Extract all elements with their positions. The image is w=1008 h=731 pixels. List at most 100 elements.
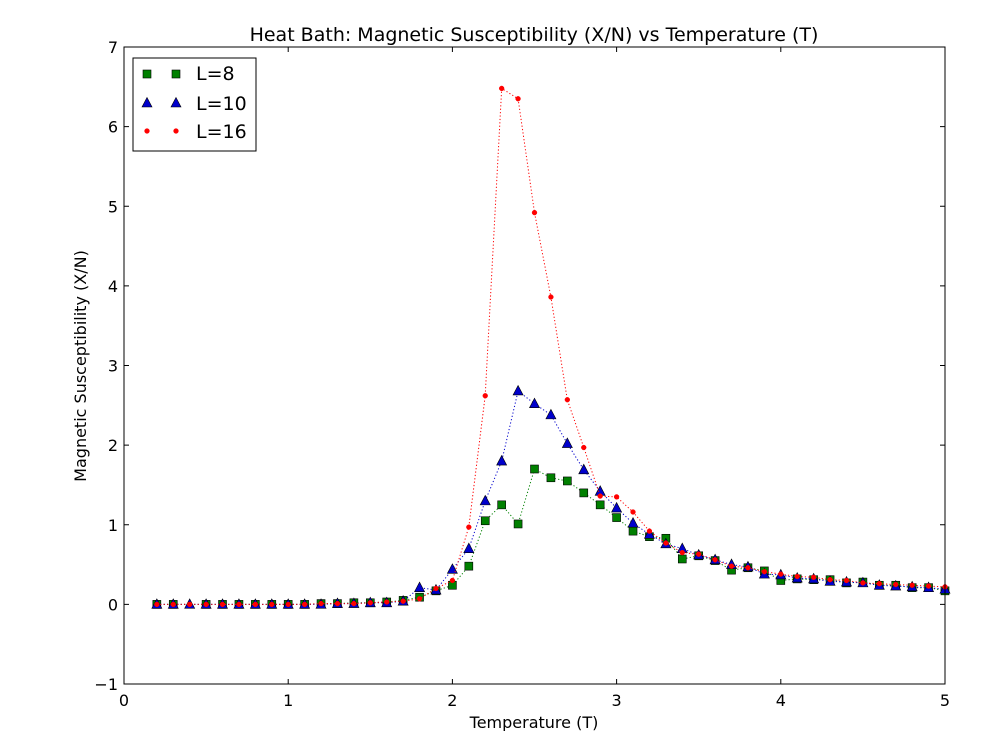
data-point [761, 569, 768, 575]
data-point [512, 384, 524, 396]
data-point [611, 501, 623, 513]
data-point [728, 563, 735, 569]
data-point [496, 454, 508, 466]
data-point [187, 601, 193, 608]
data-point [581, 444, 587, 451]
data-point [236, 601, 242, 608]
data-point [464, 561, 474, 571]
data-point [466, 524, 472, 530]
data-point [612, 513, 621, 522]
legend-label-l8: L=8 [196, 63, 235, 85]
series-line [156, 87, 946, 605]
data-point [778, 571, 784, 577]
y-tick-label: 1 [108, 516, 118, 535]
data-point [627, 517, 639, 528]
data-point [203, 601, 209, 608]
data-point [285, 601, 291, 608]
data-point [546, 473, 556, 483]
series-l8 [152, 464, 950, 609]
data-point [663, 540, 669, 546]
data-point [513, 519, 523, 529]
data-point [318, 600, 324, 607]
data-point [367, 600, 373, 606]
data-point [154, 601, 160, 608]
data-point [384, 599, 390, 605]
data-point [579, 488, 589, 498]
data-point [712, 557, 718, 563]
data-point [463, 542, 475, 553]
x-tick-label: 3 [612, 691, 622, 710]
data-point [219, 601, 226, 608]
data-point [545, 408, 557, 420]
data-point [400, 598, 406, 604]
data-point [578, 463, 590, 475]
legend-marker [142, 69, 152, 79]
data-point [925, 583, 932, 589]
y-tick-label: 2 [108, 436, 118, 455]
x-axis-label: Temperature (T) [469, 713, 599, 731]
y-tick-label: 5 [108, 197, 118, 216]
data-point [597, 493, 603, 499]
data-point [679, 549, 685, 556]
data-point [480, 516, 490, 526]
data-point [563, 476, 572, 486]
data-point [677, 554, 687, 564]
x-tick-label: 0 [119, 691, 129, 710]
data-point [530, 464, 539, 474]
data-point [745, 565, 751, 571]
data-point [843, 577, 850, 584]
x-tick-label: 4 [776, 691, 786, 710]
y-tick-label: 3 [108, 357, 118, 376]
data-point [499, 85, 505, 92]
y-axis-label: Magnetic Susceptibility (X/N) [71, 250, 90, 482]
data-point [482, 393, 488, 399]
data-point [170, 601, 176, 608]
legend: L=8 L=10 L=16 [132, 57, 257, 152]
data-point [696, 551, 702, 557]
data-point [646, 528, 653, 534]
legend-box [132, 57, 257, 152]
series-l10 [151, 384, 951, 609]
data-point [433, 585, 439, 592]
legend-marker [171, 69, 181, 79]
data-point [529, 397, 540, 409]
y-tick-label: 0 [108, 595, 118, 614]
data-point [414, 581, 426, 592]
y-tick-label: 7 [108, 38, 118, 57]
data-point [252, 601, 259, 608]
x-tick-label: 2 [447, 691, 457, 710]
chart-title: Heat Bath: Magnetic Susceptibility (X/N)… [250, 24, 819, 46]
x-tick-label: 1 [283, 691, 293, 710]
data-point [449, 577, 456, 584]
data-point [810, 574, 817, 580]
data-point [351, 600, 357, 607]
legend-marker [170, 96, 182, 108]
data-point [893, 581, 899, 588]
data-point [334, 600, 341, 607]
data-point [613, 494, 620, 500]
data-point [909, 582, 915, 588]
series-line [156, 390, 946, 605]
legend-marker [141, 96, 153, 108]
y-tick-label: 4 [108, 277, 118, 296]
data-point [827, 577, 833, 583]
legend-marker [144, 128, 150, 134]
data-point [595, 500, 605, 510]
data-point [269, 601, 275, 608]
x-tick-label: 5 [940, 691, 950, 710]
data-point [497, 500, 506, 510]
y-tick-label: 6 [108, 118, 118, 137]
data-point [515, 96, 521, 102]
data-point [876, 581, 882, 587]
y-tick-label: −1 [94, 675, 118, 694]
data-point [860, 580, 866, 586]
data-point [561, 437, 573, 448]
legend-marker [173, 128, 179, 134]
data-point [531, 209, 538, 216]
data-point [628, 526, 638, 536]
data-point [416, 596, 423, 602]
data-point [794, 573, 800, 580]
legend-label-l16: L=16 [196, 121, 247, 143]
data-point [301, 601, 308, 608]
data-point [548, 294, 554, 300]
